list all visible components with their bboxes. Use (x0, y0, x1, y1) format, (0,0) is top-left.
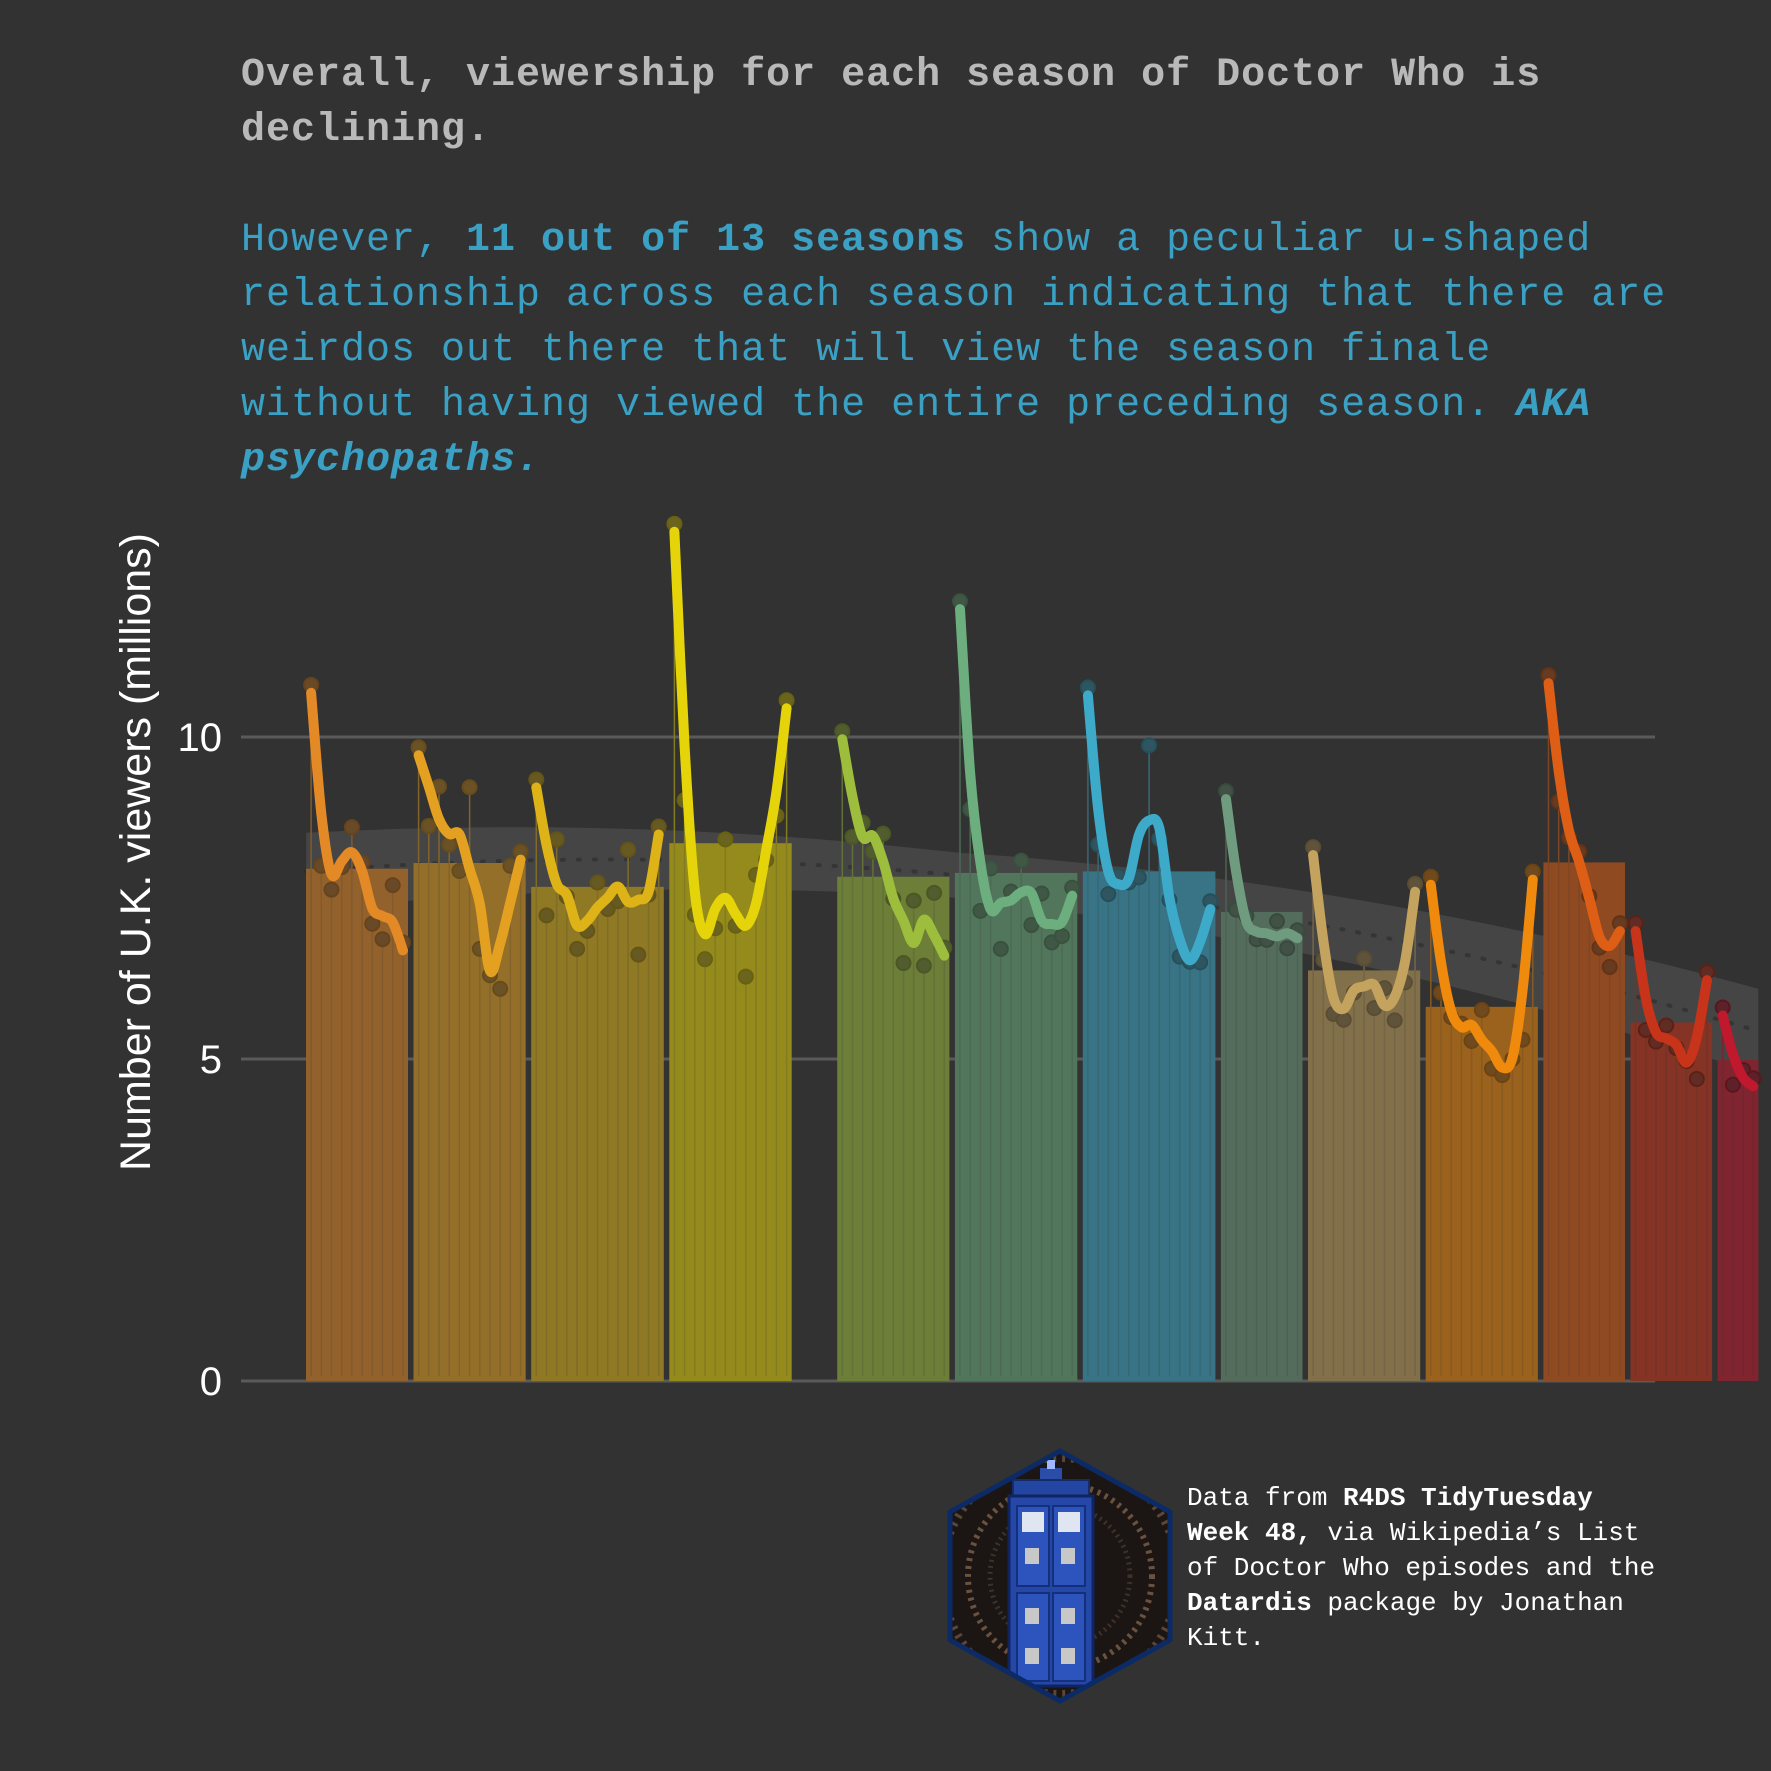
episode-point (441, 836, 458, 853)
caption-source: R4DS TidyTuesday Week 48, (1187, 1483, 1593, 1548)
episode-point (589, 874, 606, 891)
episode-point (1100, 886, 1117, 903)
episode-point (1356, 950, 1373, 967)
caption-text-3: package by Jonathan Kitt. (1187, 1588, 1624, 1653)
episode-point (1724, 1076, 1741, 1093)
episode-point (697, 951, 713, 968)
y-axis-ticks: 0 5 10 (178, 716, 223, 1404)
episode-stems (310, 523, 1755, 1376)
source-caption: Data from R4DS TidyTuesday Week 48, via … (1187, 1481, 1657, 1656)
season-line (306, 687, 408, 956)
chart-headline: Overall, viewership for each season of D… (241, 53, 1542, 153)
caption-text-1: Data from (1187, 1483, 1344, 1513)
subtitle-kicker: AKA psychopaths. (241, 383, 1592, 483)
episode-point (548, 831, 565, 848)
episode-point (420, 817, 437, 834)
episode-point (620, 841, 637, 858)
episode-point (1473, 1002, 1490, 1019)
episode-point (569, 940, 586, 957)
chart-subtitle: However, 11 out of 13 seasons show a pec… (241, 213, 1681, 488)
episode-point (374, 931, 391, 948)
y-tick-label: 10 (178, 716, 223, 760)
season-line (837, 734, 950, 961)
y-tick-label: 0 (200, 1360, 222, 1404)
episode-point (538, 907, 555, 924)
season-bar (1220, 911, 1303, 1381)
season-smooth-lines (306, 526, 1759, 1092)
episode-point (926, 884, 943, 901)
episode-point (1279, 940, 1296, 957)
season-line (1630, 926, 1712, 1068)
tardis-icon (1007, 1460, 1095, 1688)
subtitle-part-1: However, (241, 218, 467, 263)
subtitle-part-2: show a peculiar u-shaped relationship ac… (241, 218, 1667, 428)
season-line (1308, 850, 1421, 1015)
episode-point (717, 831, 734, 848)
episode-point (1054, 927, 1070, 944)
caption-text-2: via Wikipedia’s List of Doctor Who episo… (1187, 1518, 1656, 1583)
episode-point (1141, 737, 1158, 754)
episode-point (323, 881, 340, 898)
subtitle-emphasis: 11 out of 13 seasons (466, 218, 967, 263)
episode-point (492, 980, 509, 997)
caption-package: Datardis (1187, 1588, 1312, 1618)
episode-point (1386, 1012, 1403, 1029)
episode-point (1023, 917, 1040, 934)
episode-point (915, 957, 932, 974)
trend-ribbon (306, 827, 1759, 1074)
episode-point (905, 892, 922, 909)
y-tick-label: 5 (200, 1038, 222, 1082)
episode-point (384, 877, 401, 894)
season-bar (1717, 1060, 1759, 1381)
season-line (1221, 794, 1303, 944)
episode-point (364, 915, 381, 932)
y-axis-label: Number of U.K. viewers (millions) (112, 533, 160, 1171)
season-bar (669, 843, 792, 1381)
season-line (1082, 690, 1216, 966)
season-line (413, 750, 526, 978)
season-line (1717, 1010, 1759, 1092)
episode-point (630, 946, 647, 963)
season-line (1543, 678, 1625, 952)
tardis-hex-logo: 9a23 (947, 1448, 1173, 1704)
episode-points (303, 515, 1762, 1093)
season-bar (954, 872, 1078, 1381)
season-line (955, 604, 1078, 930)
season-line (669, 526, 792, 940)
episode-point (1688, 1070, 1705, 1087)
episode-point (1601, 958, 1618, 975)
episode-point (895, 955, 912, 972)
season-line (531, 782, 664, 932)
viewers-chart: 0 5 10 Number of U.K. viewers (millions) (112, 515, 1762, 1404)
episode-point (1013, 852, 1030, 869)
episode-point (992, 940, 1009, 957)
episode-point (1269, 913, 1285, 930)
episode-point (737, 968, 754, 985)
episode-point (1658, 1017, 1675, 1034)
season-line (1425, 874, 1538, 1074)
episode-point (461, 779, 478, 796)
season-bar (306, 868, 408, 1381)
episode-point (343, 819, 360, 836)
episode-point (1335, 1011, 1352, 1028)
